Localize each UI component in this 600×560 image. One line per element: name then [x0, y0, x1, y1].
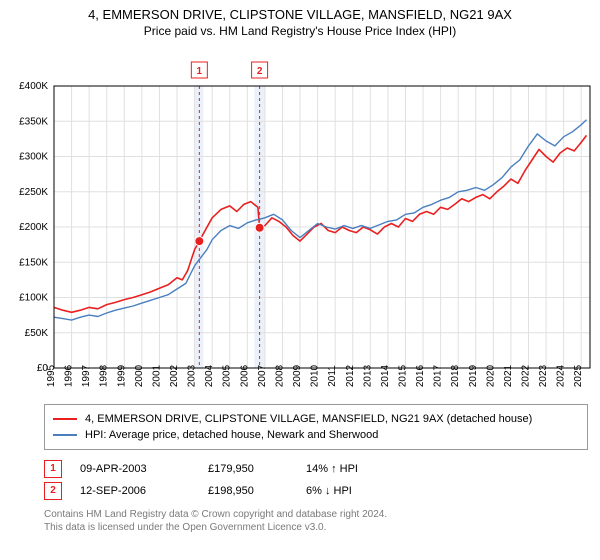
chart-title: 4, EMMERSON DRIVE, CLIPSTONE VILLAGE, MA… — [0, 0, 600, 24]
footnote-delta: 6% ↓ HPI — [306, 485, 352, 497]
svg-text:£200K: £200K — [19, 222, 48, 233]
line-chart: £0£50K£100K£150K£200K£250K£300K£350K£400… — [0, 38, 600, 398]
copyright: Contains HM Land Registry data © Crown c… — [44, 508, 588, 535]
svg-text:£250K: £250K — [19, 186, 48, 197]
copyright-line-2: This data is licensed under the Open Gov… — [44, 521, 588, 535]
svg-text:2: 2 — [257, 66, 263, 77]
svg-text:1: 1 — [197, 66, 203, 77]
svg-text:£400K: £400K — [19, 81, 48, 92]
legend-label: HPI: Average price, detached house, Newa… — [85, 429, 378, 441]
legend-swatch — [53, 434, 77, 436]
footnote-marker: 1 — [44, 460, 62, 478]
footnote-date: 09-APR-2003 — [80, 463, 190, 475]
svg-text:£300K: £300K — [19, 151, 48, 162]
footnotes: 1 09-APR-2003 £179,950 14% ↑ HPI 2 12-SEP-200… — [44, 458, 588, 502]
footnote-row: 1 09-APR-2003 £179,950 14% ↑ HPI — [44, 458, 588, 480]
legend-item: 4, EMMERSON DRIVE, CLIPSTONE VILLAGE, MA… — [53, 411, 579, 427]
legend-swatch — [53, 418, 77, 420]
svg-text:£50K: £50K — [25, 327, 49, 338]
footnote-price: £179,950 — [208, 463, 288, 475]
svg-text:£350K: £350K — [19, 116, 48, 127]
footnote-date: 12-SEP-2006 — [80, 485, 190, 497]
copyright-line-1: Contains HM Land Registry data © Crown c… — [44, 508, 588, 522]
footnote-price: £198,950 — [208, 485, 288, 497]
footnote-marker: 2 — [44, 482, 62, 500]
footnote-row: 2 12-SEP-2006 £198,950 6% ↓ HPI — [44, 480, 588, 502]
chart-subtitle: Price paid vs. HM Land Registry's House … — [0, 24, 600, 38]
svg-text:£100K: £100K — [19, 292, 48, 303]
legend: 4, EMMERSON DRIVE, CLIPSTONE VILLAGE, MA… — [44, 404, 588, 450]
legend-item: HPI: Average price, detached house, Newa… — [53, 427, 579, 443]
footnote-delta: 14% ↑ HPI — [306, 463, 358, 475]
legend-label: 4, EMMERSON DRIVE, CLIPSTONE VILLAGE, MA… — [85, 413, 532, 425]
svg-text:£150K: £150K — [19, 257, 48, 268]
